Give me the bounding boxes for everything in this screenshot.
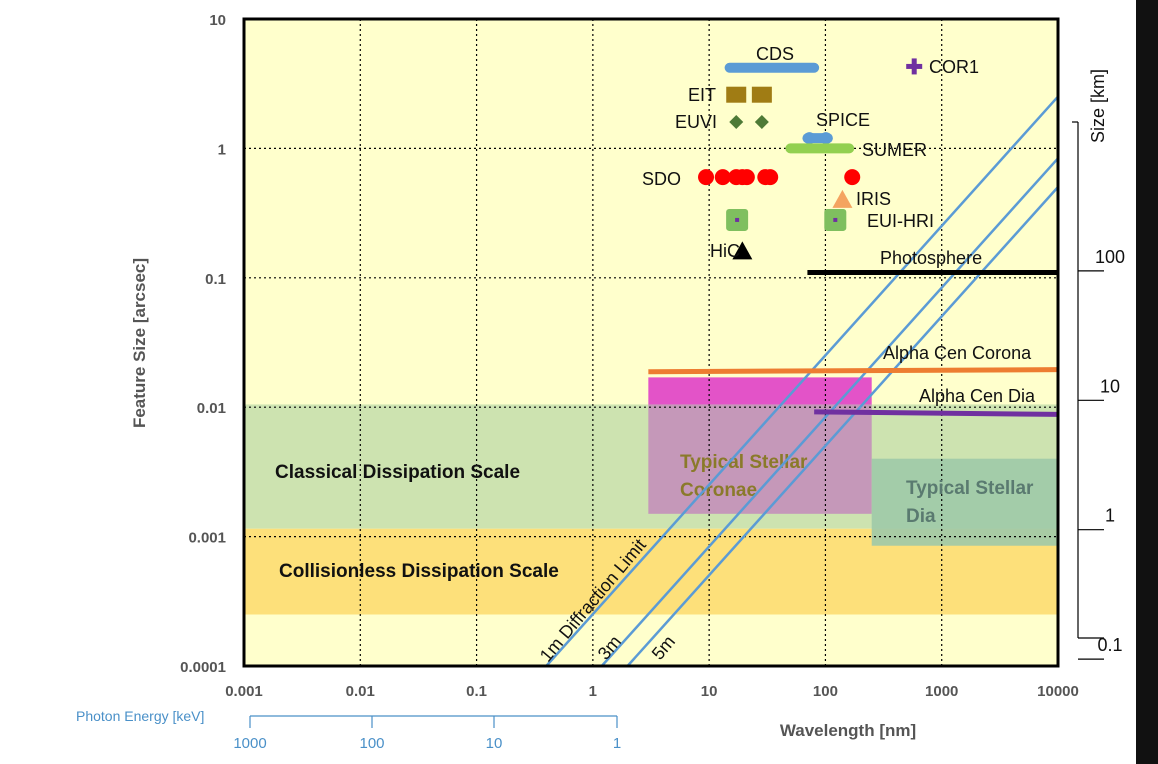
ref-line (648, 367, 1059, 375)
ref-line (814, 409, 1059, 417)
diffraction-line (626, 186, 1059, 667)
y-tick-label: 0.01 (197, 400, 226, 417)
instrument-label-sdo: SDO (642, 169, 681, 189)
marker-sdo (714, 169, 731, 186)
x-tick-label: 10000 (1037, 683, 1079, 700)
marker-eit (751, 86, 772, 103)
secondary-tick-label: 10 (1100, 376, 1120, 396)
diffraction-line (545, 95, 1059, 667)
x-tick-label: 1 (589, 683, 597, 700)
secondary-size-axis: 100 10 1 0.1 Size [km] (1072, 69, 1125, 660)
secondary-tick-label: 0.1 (1097, 635, 1122, 655)
y-tick-label: 0.001 (188, 530, 226, 547)
marker-eui-hri (833, 217, 838, 222)
right-dark-strip (1136, 0, 1158, 764)
instrument-label-eit: EIT (688, 85, 716, 105)
x-tick-label: 100 (813, 683, 838, 700)
marker-sdo (762, 169, 779, 186)
instrument-label-euvi: EUVI (675, 112, 717, 132)
marker-iris (832, 189, 853, 208)
bar-spice-end (819, 132, 832, 145)
instrument-label-hic: HiC (710, 241, 740, 261)
region-label: Collisionless Dissipation Scale (279, 561, 559, 582)
secondary-tick-label: 100 (1095, 247, 1125, 267)
instrument-label-cor1: COR1 (929, 57, 979, 77)
region-3 (648, 377, 872, 405)
x-tick-label: 10 (701, 683, 718, 700)
x-tick-label: 0.01 (346, 683, 375, 700)
photon-tick-label: 1000 (233, 735, 266, 752)
photon-tick-label: 10 (486, 735, 503, 752)
instrument-label-eui-hri: EUI-HRI (867, 211, 934, 231)
axes: 0.001 0.01 0.1 1 10 100 1000 10000 10 1 0.1 0.01 0.0… (130, 12, 1079, 740)
instrument-label-iris: IRIS (856, 189, 891, 209)
ref-line-label: Alpha Cen Dia (919, 386, 1036, 406)
instrument-label-sumer: SUMER (862, 140, 927, 160)
ref-line-label: Photosphere (880, 248, 982, 268)
plot-frame (242, 17, 1060, 668)
secondary-tick-label: 1 (1105, 506, 1115, 526)
marker-cor1 (911, 58, 917, 75)
photon-axis-title: Photon Energy [keV] (76, 708, 204, 724)
photon-tick-label: 1 (613, 735, 621, 752)
ref-line-label: Alpha Cen Corona (883, 343, 1032, 363)
secondary-axis-title: Size [km] (1088, 69, 1108, 143)
region-4 (871, 458, 1058, 546)
y-tick-label: 0.0001 (180, 659, 226, 676)
bar-spice-end (803, 132, 816, 145)
x-axis-title: Wavelength [nm] (780, 721, 916, 740)
region-2 (648, 404, 872, 514)
y-tick-label: 0.1 (205, 271, 226, 288)
region-label: Classical Dissipation Scale (275, 462, 520, 483)
x-tick-label: 0.1 (466, 683, 487, 700)
photon-tick-label: 100 (359, 735, 384, 752)
instrument-label-spice: SPICE (816, 110, 870, 130)
marker-eit (726, 86, 747, 103)
marker-sdo (844, 169, 861, 186)
marker-hic (732, 241, 753, 260)
marker-sdo (738, 169, 755, 186)
plot-area: Classical Dissipation Scale Collisionless… (244, 19, 1059, 667)
marker-sdo (698, 169, 715, 186)
y-tick-label: 1 (218, 141, 226, 158)
region-label-stellar-dia: Typical Stellar Dia (906, 478, 1034, 527)
marker-euvi (729, 114, 744, 129)
x-tick-label: 0.001 (225, 683, 263, 700)
y-tick-label: 10 (209, 12, 226, 29)
instrument-label-cds: CDS (756, 44, 794, 64)
marker-euvi (754, 114, 769, 129)
marker-eui-hri (735, 217, 740, 222)
photon-energy-axis: 1000 100 10 1 Photon Energy [keV] (76, 708, 621, 752)
y-axis-title: Feature Size [arcsec] (130, 258, 149, 428)
x-tick-label: 1000 (925, 683, 958, 700)
